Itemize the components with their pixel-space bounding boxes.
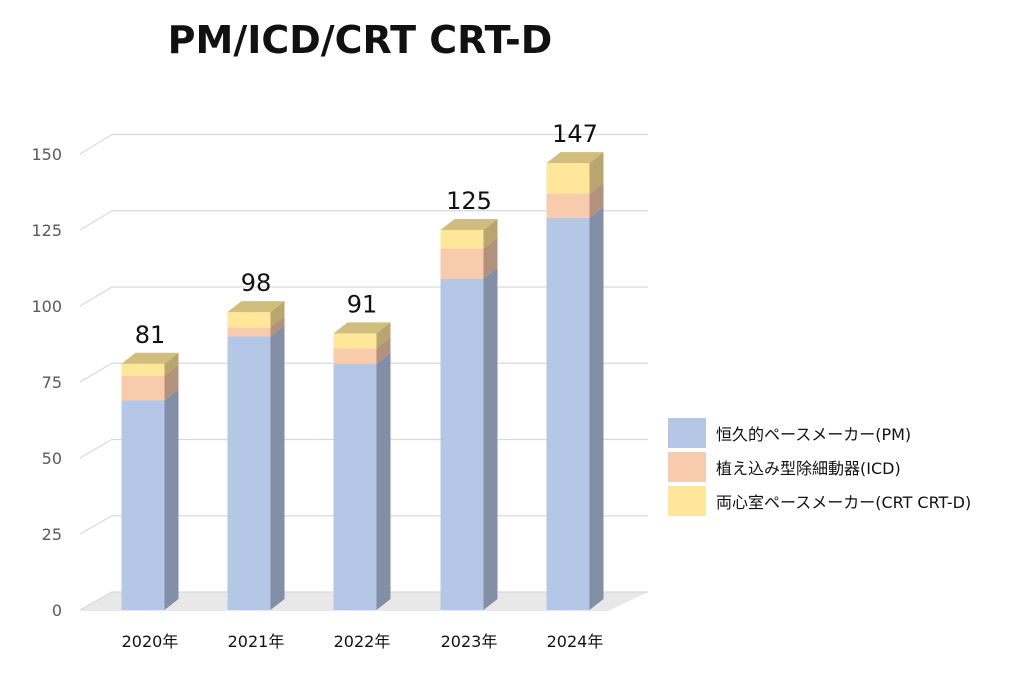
total-label-2: 91 (347, 290, 378, 318)
legend-item-pm: 恒久的ペースメーカー(PM) (668, 416, 971, 450)
legend-label-pm: 恒久的ペースメーカー(PM) (716, 425, 912, 444)
bar-segment-1-2 (227, 301, 285, 328)
x-tick-label-4: 2024年 (547, 632, 604, 651)
x-tick-label-0: 2020年 (122, 632, 179, 651)
bar-layer (121, 152, 604, 610)
bar-segment-4-1 (546, 182, 604, 218)
x-tick-label-1: 2021年 (228, 632, 285, 651)
legend-item-icd: 植え込み型除細動器(ICD) (668, 450, 971, 484)
y-axis-ticks: 0 25 50 75 100 125 150 (31, 145, 62, 620)
bar-segment-0-2 (121, 352, 179, 376)
y-tick-label-2: 50 (42, 449, 62, 468)
bar-segment-1-0 (227, 325, 285, 610)
y-tick-label-5: 125 (31, 221, 62, 240)
y-tick-label-6: 150 (31, 145, 62, 164)
chart-title: PM/ICD/CRT CRT-D (167, 18, 553, 62)
total-label-1: 98 (241, 269, 272, 297)
bar-segment-2-1 (333, 337, 391, 364)
legend-swatch-icd (668, 452, 706, 482)
bar-segment-3-1 (440, 237, 498, 279)
legend-swatch-crt (668, 486, 706, 516)
x-tick-label-3: 2023年 (441, 632, 498, 651)
x-tick-label-2: 2022年 (334, 632, 391, 651)
bar-segment-2-0 (333, 352, 391, 610)
bar-segment-0-1 (121, 364, 179, 401)
y-tick-label-1: 25 (42, 525, 62, 544)
bar-segment-1-1 (227, 316, 285, 337)
gridline-6 (79, 133, 648, 155)
y-tick-label-3: 75 (42, 373, 62, 392)
y-tick-label-4: 100 (31, 297, 62, 316)
bar-segment-4-0 (546, 206, 604, 610)
bar-segment-3-0 (440, 267, 498, 610)
label-layer: 81 2020年 98 2021年 91 2022年 125 2023年 147 2024年 (122, 120, 604, 651)
bar-segment-4-2 (546, 152, 604, 194)
legend-swatch-pm (668, 418, 706, 448)
legend: 恒久的ペースメーカー(PM) 植え込み型除細動器(ICD) 両心室ペースメーカー… (668, 416, 971, 518)
y-tick-label-0: 0 (52, 601, 62, 620)
total-label-3: 125 (446, 187, 492, 215)
bar-segment-0-0 (121, 389, 179, 610)
legend-item-crt: 両心室ペースメーカー(CRT CRT-D) (668, 484, 971, 518)
bar-segment-3-2 (440, 219, 498, 249)
legend-label-crt: 両心室ペースメーカー(CRT CRT-D) (716, 493, 972, 512)
gridline-5 (79, 210, 648, 231)
legend-label-icd: 植え込み型除細動器(ICD) (716, 459, 901, 478)
total-label-0: 81 (135, 321, 166, 349)
total-label-4: 147 (552, 120, 598, 148)
bar-segment-2-2 (333, 322, 391, 349)
